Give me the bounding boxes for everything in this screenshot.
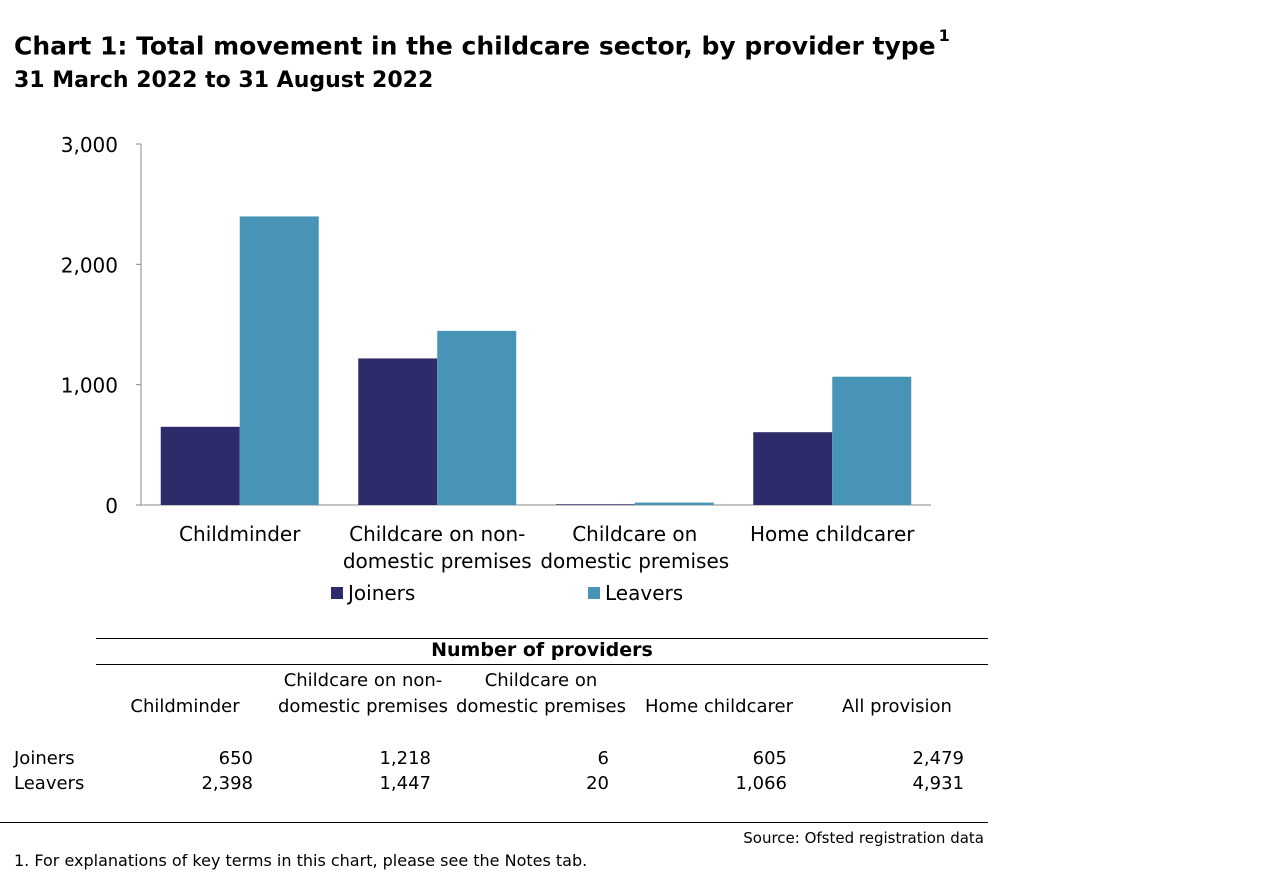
bar-joiners-0 (160, 426, 240, 505)
legend-item-joiners: Joiners (331, 581, 415, 605)
table-cell: 2,479 (912, 748, 964, 769)
bar-leavers-2 (634, 502, 714, 505)
chart-title: Chart 1: Total movement in the childcare… (14, 26, 950, 61)
x-tick-label-line: domestic premises (540, 549, 729, 573)
x-tick-label-line: Home childcarer (750, 522, 915, 546)
table-column-header: Childminder (130, 696, 240, 717)
table-row-label: Leavers (14, 773, 85, 794)
table-cell: 1,218 (379, 748, 431, 769)
legend-label-joiners: Joiners (348, 581, 416, 605)
source-note: Source: Ofsted registration data (743, 829, 984, 847)
x-tick-label: Childcare on non-domestic premises (343, 522, 532, 573)
x-tick-label: Childminder (179, 522, 301, 546)
table-column-header: Childcare on domestic premises (456, 670, 626, 717)
y-tick-label: 1,000 (61, 374, 118, 398)
table-cell: 6 (597, 748, 609, 769)
table-cell: 20 (586, 773, 609, 794)
bar-joiners-2 (555, 504, 635, 505)
legend-swatch-leavers (588, 587, 600, 599)
table-cell: 1,066 (735, 773, 787, 794)
table-header-rule (96, 664, 988, 665)
table-cell: 650 (218, 748, 253, 769)
x-tick-label: Home childcarer (750, 522, 915, 546)
table-cell: 1,447 (379, 773, 431, 794)
table-row-label: Joiners (14, 748, 75, 769)
table-column-header: Childcare on non-domestic premises (278, 670, 448, 717)
bar-chart: 0 1,000 2,000 3,000 Childminder Childcare on … (61, 133, 931, 573)
title-footnote-marker: 1 (938, 26, 950, 45)
footnote: 1. For explanations of key terms in this… (14, 851, 588, 870)
table-cell: 4,931 (912, 773, 964, 794)
table-title: Number of providers (431, 639, 653, 661)
bar-joiners-1 (358, 358, 438, 505)
x-tick-label-line: Childcare on non- (349, 522, 525, 546)
y-tick-label: 0 (105, 494, 118, 518)
table-column-header: All provision (842, 696, 952, 717)
x-tick-label-line: Childminder (179, 522, 301, 546)
y-tick-label: 3,000 (61, 133, 118, 157)
bar-leavers-1 (437, 330, 517, 505)
table-column-header: Home childcarer (644, 696, 794, 717)
table-cell: 2,398 (201, 773, 253, 794)
bar-leavers-0 (239, 216, 319, 505)
y-tick-label: 2,000 (61, 253, 118, 277)
table-cell: 605 (752, 748, 787, 769)
table-bottom-rule (0, 822, 988, 823)
x-tick-label: Childcare on domestic premises (540, 522, 729, 573)
bar-joiners-3 (753, 432, 833, 505)
legend-item-leavers: Leavers (588, 581, 683, 605)
bar-leavers-3 (832, 376, 912, 505)
table-top-rule (96, 638, 988, 639)
legend-swatch-joiners (331, 587, 343, 599)
x-tick-label-line: domestic premises (343, 549, 532, 573)
chart-subtitle: 31 March 2022 to 31 August 2022 (14, 68, 434, 93)
chart-title-text: Chart 1: Total movement in the childcare… (14, 31, 936, 61)
x-tick-label-line: Childcare on (572, 522, 697, 546)
legend-label-leavers: Leavers (605, 581, 684, 605)
